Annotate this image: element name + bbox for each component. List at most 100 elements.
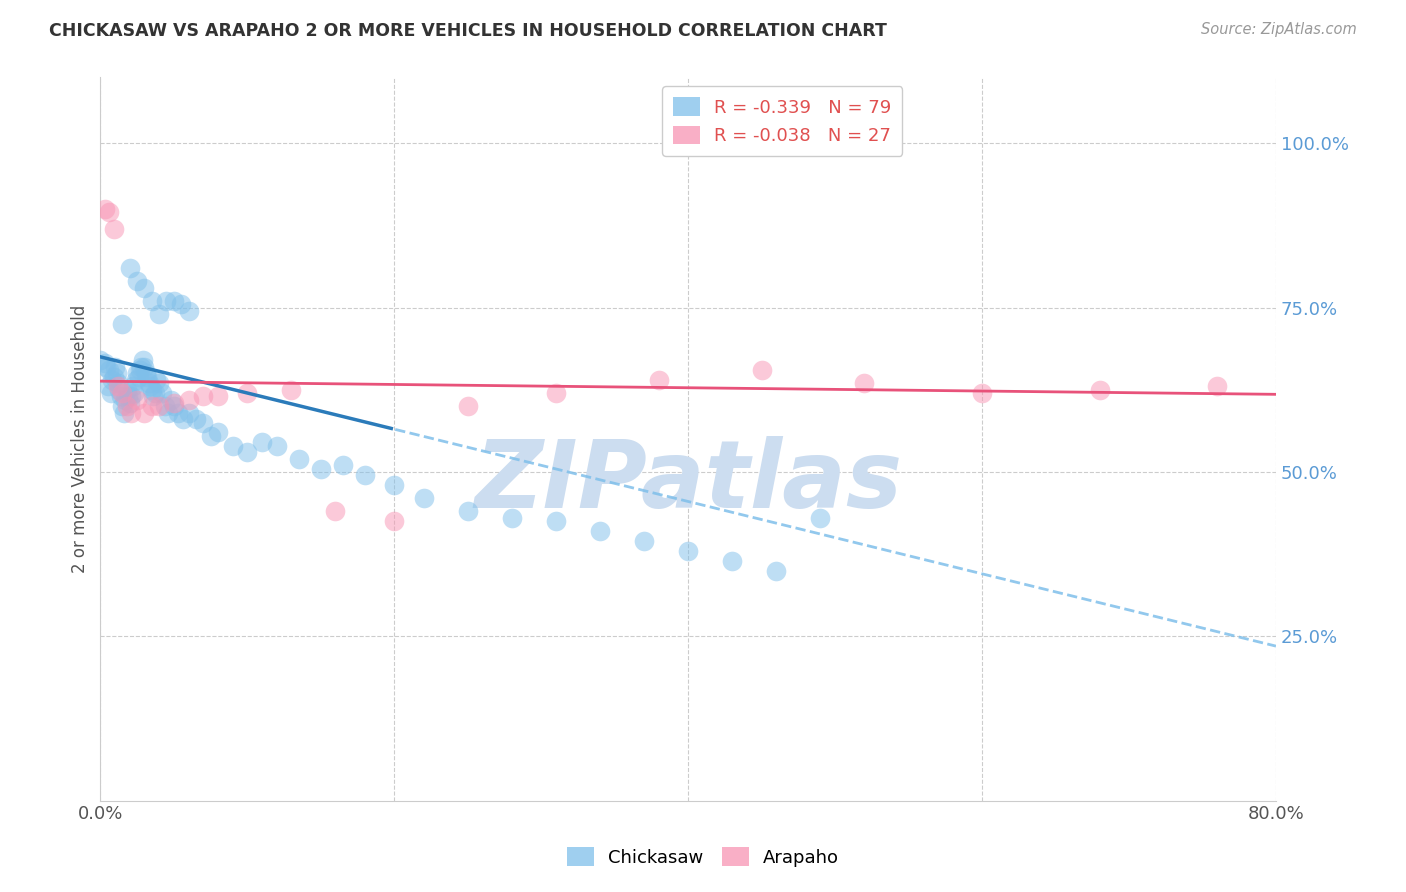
Point bbox=[810, 511, 832, 525]
Point bbox=[457, 504, 479, 518]
Point bbox=[200, 429, 222, 443]
Point bbox=[141, 383, 163, 397]
Point bbox=[170, 297, 193, 311]
Point bbox=[111, 399, 134, 413]
Legend: R = -0.339   N = 79, R = -0.038   N = 27: R = -0.339 N = 79, R = -0.038 N = 27 bbox=[662, 87, 903, 156]
Point bbox=[127, 392, 149, 407]
Point bbox=[167, 406, 190, 420]
Point bbox=[177, 392, 200, 407]
Point bbox=[134, 281, 156, 295]
Point bbox=[148, 399, 170, 413]
Point bbox=[221, 439, 243, 453]
Point bbox=[94, 356, 117, 370]
Point bbox=[131, 359, 153, 374]
Point bbox=[354, 468, 377, 483]
Point bbox=[309, 461, 332, 475]
Point bbox=[132, 353, 155, 368]
Point bbox=[120, 389, 142, 403]
Point bbox=[1206, 379, 1229, 393]
Point bbox=[280, 383, 302, 397]
Point bbox=[141, 399, 163, 413]
Point bbox=[150, 386, 173, 401]
Point bbox=[107, 376, 129, 391]
Point bbox=[765, 564, 787, 578]
Point bbox=[382, 478, 405, 492]
Point bbox=[325, 504, 347, 518]
Point bbox=[287, 451, 309, 466]
Point bbox=[148, 376, 170, 391]
Point bbox=[589, 524, 612, 538]
Point bbox=[648, 373, 671, 387]
Point bbox=[139, 379, 162, 393]
Point bbox=[97, 379, 120, 393]
Point bbox=[501, 511, 523, 525]
Point bbox=[128, 369, 150, 384]
Point bbox=[114, 392, 136, 407]
Point bbox=[332, 458, 354, 473]
Text: ZIPatlas: ZIPatlas bbox=[474, 436, 903, 528]
Point bbox=[127, 366, 149, 380]
Point bbox=[153, 399, 176, 413]
Point bbox=[111, 386, 134, 401]
Point bbox=[457, 399, 479, 413]
Point bbox=[110, 389, 132, 403]
Point bbox=[141, 293, 163, 308]
Point bbox=[98, 363, 121, 377]
Point bbox=[633, 533, 655, 548]
Point bbox=[96, 359, 118, 374]
Point bbox=[129, 363, 152, 377]
Point bbox=[382, 514, 405, 528]
Point bbox=[853, 376, 876, 391]
Point bbox=[100, 386, 122, 401]
Point bbox=[676, 543, 699, 558]
Point bbox=[207, 389, 229, 403]
Point bbox=[115, 399, 138, 413]
Point bbox=[138, 376, 160, 391]
Point bbox=[104, 359, 127, 374]
Point bbox=[111, 317, 134, 331]
Point bbox=[115, 383, 138, 397]
Point bbox=[1088, 383, 1111, 397]
Point bbox=[751, 363, 773, 377]
Point bbox=[236, 386, 259, 401]
Point bbox=[172, 412, 194, 426]
Point bbox=[103, 369, 125, 384]
Point bbox=[121, 379, 143, 393]
Point bbox=[236, 445, 259, 459]
Point bbox=[207, 425, 229, 440]
Point bbox=[412, 491, 434, 506]
Point bbox=[135, 366, 157, 380]
Point bbox=[155, 293, 177, 308]
Point bbox=[101, 373, 124, 387]
Text: Source: ZipAtlas.com: Source: ZipAtlas.com bbox=[1201, 22, 1357, 37]
Point bbox=[193, 389, 215, 403]
Point bbox=[145, 373, 167, 387]
Point bbox=[266, 439, 288, 453]
Point bbox=[163, 396, 186, 410]
Point bbox=[134, 359, 156, 374]
Point bbox=[134, 406, 156, 420]
Point bbox=[89, 353, 111, 368]
Point bbox=[120, 406, 142, 420]
Text: CHICKASAW VS ARAPAHO 2 OR MORE VEHICLES IN HOUSEHOLD CORRELATION CHART: CHICKASAW VS ARAPAHO 2 OR MORE VEHICLES … bbox=[49, 22, 887, 40]
Y-axis label: 2 or more Vehicles in Household: 2 or more Vehicles in Household bbox=[72, 305, 89, 574]
Point bbox=[163, 293, 186, 308]
Point bbox=[250, 435, 273, 450]
Point bbox=[184, 412, 207, 426]
Point bbox=[148, 307, 170, 321]
Legend: Chickasaw, Arapaho: Chickasaw, Arapaho bbox=[560, 840, 846, 874]
Point bbox=[107, 379, 129, 393]
Point bbox=[970, 386, 993, 401]
Point bbox=[127, 274, 149, 288]
Point bbox=[160, 392, 183, 407]
Point bbox=[156, 406, 179, 420]
Point bbox=[193, 416, 215, 430]
Point bbox=[177, 406, 200, 420]
Point bbox=[108, 383, 131, 397]
Point bbox=[118, 261, 141, 276]
Point bbox=[118, 396, 141, 410]
Point bbox=[163, 399, 186, 413]
Point bbox=[94, 202, 117, 216]
Point bbox=[177, 303, 200, 318]
Point bbox=[544, 514, 567, 528]
